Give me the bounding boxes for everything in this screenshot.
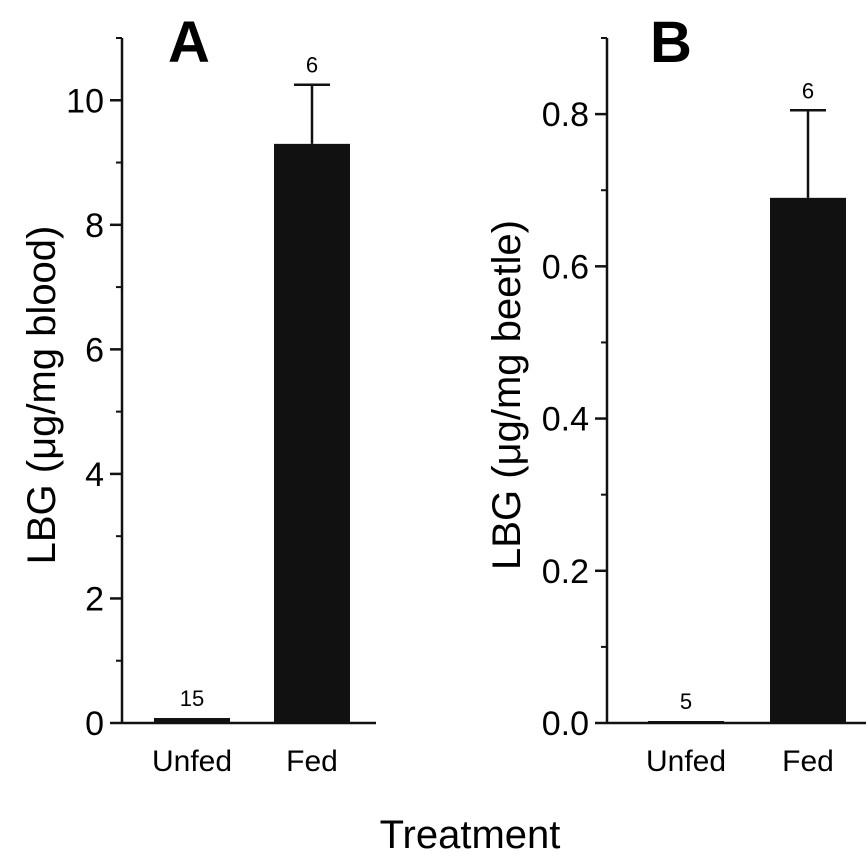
bar <box>154 718 230 723</box>
y-tick-label: 4 <box>85 456 104 494</box>
x-tick-label: Fed <box>782 745 834 778</box>
sample-size-label: 6 <box>802 78 814 103</box>
y-axis-label: LBG (μg/mg beetle) <box>485 220 529 570</box>
x-tick-label: Fed <box>286 745 338 778</box>
y-tick-label: 6 <box>85 331 104 369</box>
sample-size-label: 15 <box>180 686 204 711</box>
bar <box>770 197 846 724</box>
y-tick-label: 0.6 <box>542 248 589 286</box>
panel-letter: B <box>650 10 692 75</box>
y-tick-label: 0.8 <box>542 96 589 134</box>
x-tick-label: Unfed <box>646 745 726 778</box>
panel-a: 0 2 4 6 8 10 A LBG (μg/mg blood) 15 Unfed 6 Fed <box>20 10 376 778</box>
y-tick-label: 2 <box>85 580 104 618</box>
bar <box>274 143 350 723</box>
x-tick-label: Unfed <box>152 745 232 778</box>
y-tick-label: 0.2 <box>542 553 589 591</box>
sample-size-label: 6 <box>306 53 318 78</box>
y-tick-label: 10 <box>66 82 104 120</box>
panel-b: 0.0 0.2 0.4 0.6 0.8 B LBG (μg/mg beetle) 5 Unfed… <box>485 10 866 778</box>
y-tick-label: 0.4 <box>542 401 589 439</box>
sample-size-label: 5 <box>680 689 692 714</box>
panel-letter: A <box>168 10 210 75</box>
y-tick-label: 0 <box>85 705 104 743</box>
bar <box>648 721 724 723</box>
y-tick-label: 0.0 <box>542 705 589 743</box>
x-axis-label: Treatment <box>380 813 561 856</box>
y-tick-label: 8 <box>85 207 104 245</box>
y-axis-label: LBG (μg/mg blood) <box>20 226 64 565</box>
